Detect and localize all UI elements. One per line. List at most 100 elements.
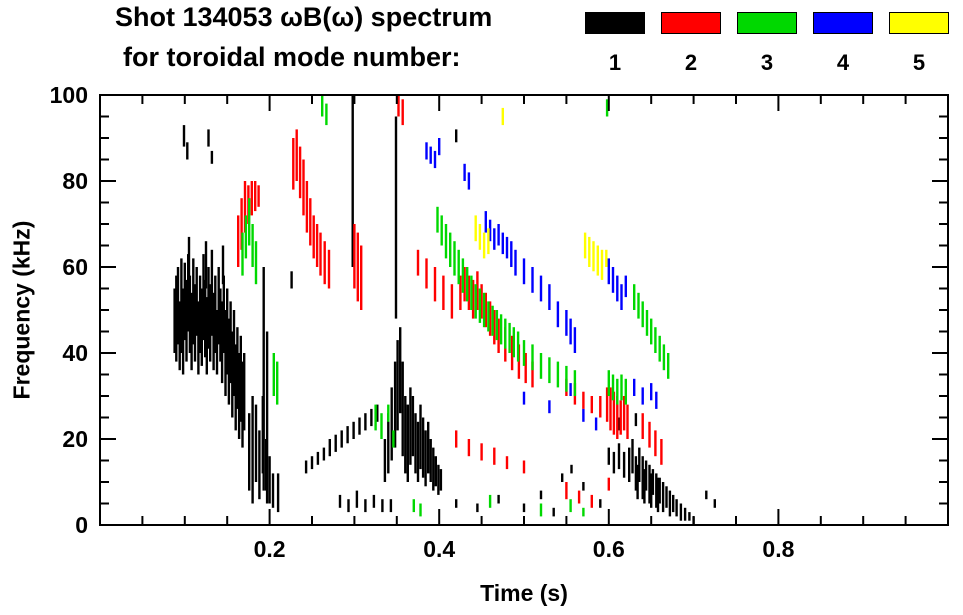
data-segment-n1: [607, 447, 610, 465]
data-segment-n1: [352, 421, 355, 439]
data-segment-n1: [390, 387, 393, 461]
data-segment-n2: [243, 181, 247, 233]
data-segment-n4: [582, 408, 585, 422]
data-segment-n1: [180, 258, 183, 353]
data-segment-n2: [605, 387, 609, 422]
data-segment-n5: [501, 107, 504, 126]
data-segment-n3: [387, 404, 390, 422]
data-segment-n3: [461, 258, 465, 293]
data-segment-n2: [488, 301, 492, 336]
data-segment-n2: [590, 396, 593, 414]
data-segment-n1: [406, 404, 409, 482]
data-segment-n4: [514, 249, 517, 276]
data-segment-n5: [600, 249, 604, 280]
data-segment-n2: [450, 284, 454, 319]
data-segment-n3: [457, 249, 460, 285]
data-segment-n1: [358, 417, 361, 435]
y-tick-label-60: 60: [62, 254, 88, 280]
data-segment-n1: [628, 447, 631, 482]
data-segment-n1: [210, 150, 214, 164]
data-segment-n1: [522, 503, 526, 513]
data-segment-n2: [577, 490, 581, 504]
data-segment-n2: [442, 275, 445, 310]
data-segment-n1: [372, 494, 376, 508]
data-segment-n3: [633, 284, 636, 310]
data-segment-n3: [607, 370, 610, 396]
data-segment-n4: [624, 275, 627, 298]
data-segment-n3: [539, 503, 543, 517]
data-segment-n1: [650, 473, 653, 508]
data-segment-n3: [616, 378, 619, 405]
data-segment-n2: [510, 335, 514, 371]
data-segment-n1: [561, 473, 564, 482]
data-segment-n5: [478, 224, 482, 250]
data-segment-n1: [207, 267, 210, 349]
data-segment-n4: [573, 327, 577, 353]
data-segment-n1: [236, 327, 239, 409]
data-segment-n1: [434, 456, 437, 487]
data-segment-n4: [655, 391, 658, 409]
data-segment-n2: [607, 477, 610, 491]
data-segment-n3: [662, 344, 666, 371]
data-segment-n1: [672, 494, 675, 513]
data-segment-n1: [399, 327, 402, 414]
data-segment-n3: [512, 327, 515, 358]
data-segment-n3: [474, 284, 477, 319]
data-segment-n4: [522, 258, 526, 285]
data-segment-n3: [516, 331, 520, 362]
data-segment-n4: [505, 236, 509, 259]
data-segment-n4: [429, 146, 432, 164]
data-segment-n1: [186, 142, 189, 160]
data-segment-n1: [617, 443, 621, 470]
data-segment-n2: [237, 215, 240, 267]
data-segment-n4: [531, 267, 534, 293]
data-segment-n1: [202, 254, 205, 341]
y-tick-label-80: 80: [62, 168, 88, 194]
data-segment-n2: [641, 413, 644, 439]
data-segment-n1: [193, 284, 197, 362]
data-segment-n1: [224, 310, 227, 396]
data-segment-n3: [504, 318, 507, 349]
data-segment-n1: [617, 417, 621, 431]
data-segment-n3: [658, 335, 661, 362]
data-segment-n2: [619, 400, 622, 435]
data-segment-n1: [347, 499, 350, 513]
data-segment-n4: [425, 142, 428, 160]
y-tick-label-100: 100: [50, 82, 88, 108]
data-segment-n1: [612, 451, 616, 474]
data-segment-n2: [323, 241, 326, 285]
data-segment-n1: [210, 249, 214, 336]
data-segment-n3: [569, 499, 572, 513]
data-segment-n1: [207, 129, 210, 147]
data-segment-n4: [433, 150, 437, 169]
data-segment-n1: [455, 499, 458, 508]
data-segment-n1: [437, 464, 440, 495]
data-segment-n2: [654, 430, 657, 457]
y-axis-label: Frequency (kHz): [8, 220, 35, 400]
data-segment-n4: [548, 284, 551, 310]
data-segment-n1: [197, 301, 200, 375]
data-segment-n3: [495, 310, 499, 341]
data-segment-n1: [429, 439, 432, 482]
data-segment-n2: [480, 443, 483, 461]
data-segment-n3: [539, 353, 543, 379]
data-segment-n3: [444, 224, 448, 259]
data-segment-n3: [449, 232, 452, 267]
data-segment-n3: [499, 314, 503, 345]
data-segment-n2: [397, 95, 400, 117]
data-segment-n3: [641, 301, 644, 328]
data-segment-n2: [524, 353, 527, 384]
legend-mode-numbers: 1 2 3 4 5: [585, 50, 949, 76]
data-segment-n2: [240, 198, 243, 250]
data-segment-n1: [432, 447, 435, 491]
data-segment-n1: [204, 241, 208, 289]
legend-swatch-mode-3: [737, 12, 797, 34]
data-segment-n3: [380, 413, 383, 439]
data-segment-n3: [522, 340, 526, 366]
data-segment-n4: [641, 387, 644, 405]
data-segment-n3: [667, 353, 670, 379]
data-segment-n1: [539, 490, 543, 500]
data-segment-n1: [582, 482, 585, 491]
